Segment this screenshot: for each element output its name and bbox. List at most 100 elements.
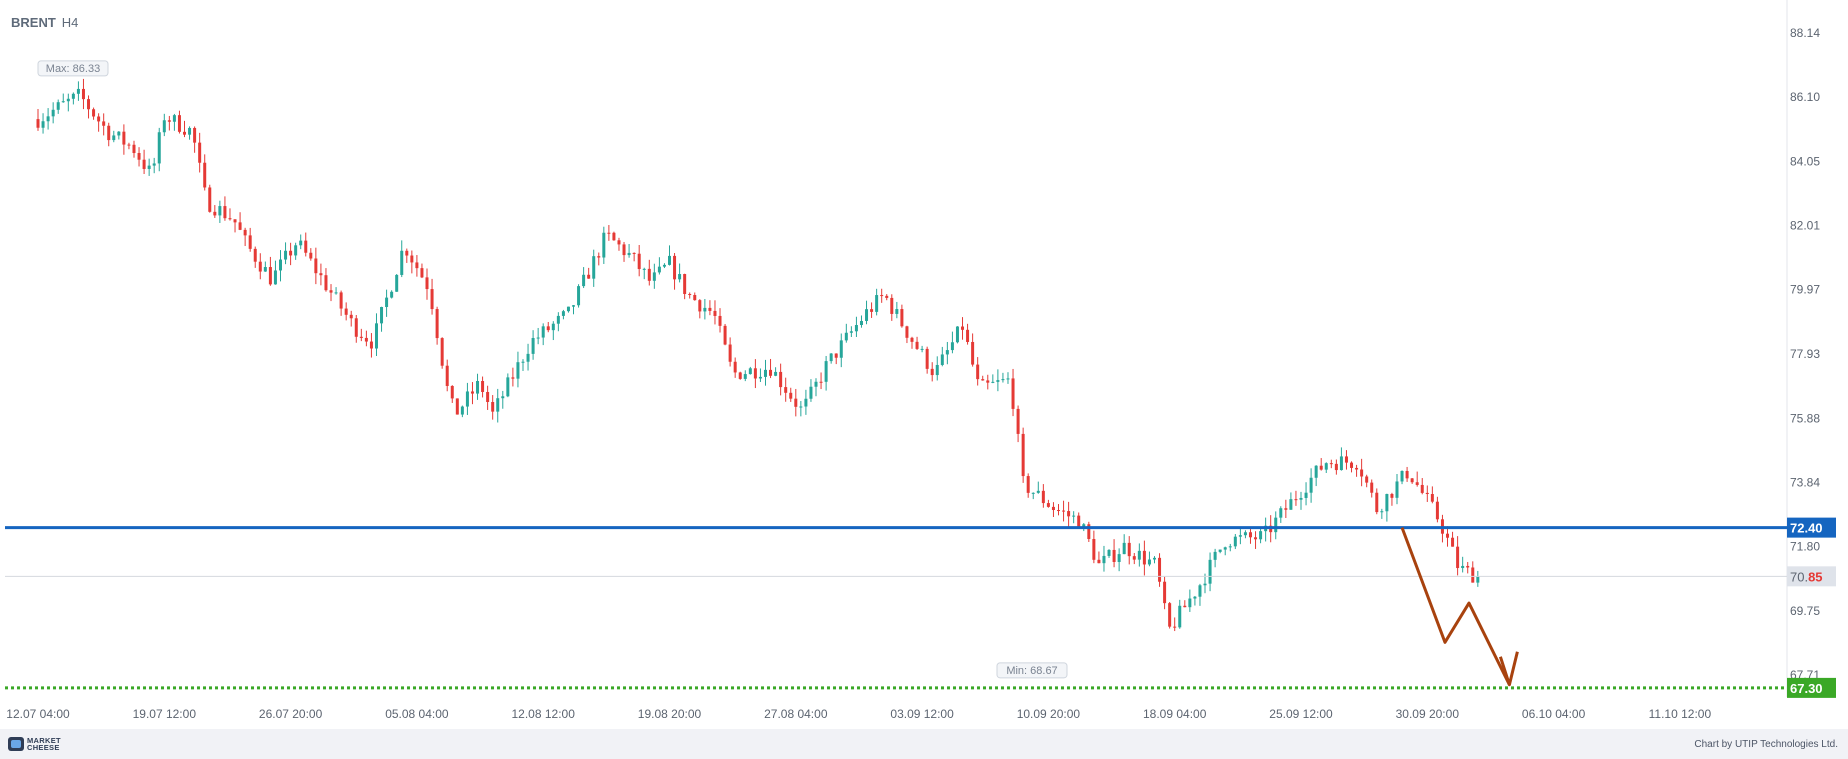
candle-body (476, 381, 480, 394)
candle-body (1405, 470, 1409, 479)
candle-body (1380, 511, 1384, 513)
candle-body (1461, 565, 1465, 569)
candle-body (248, 235, 252, 249)
y-tick-label: 82.01 (1790, 219, 1820, 233)
candle-body (183, 131, 187, 135)
candle-body (536, 337, 540, 339)
y-tick-label: 71.80 (1790, 539, 1820, 553)
price-axis: 88.14 86.10 84.05 82.01 79.97 77.93 75.88 73.84… (1790, 26, 1820, 682)
candle-body (324, 275, 328, 291)
candle-body (839, 340, 843, 358)
candle-body (1062, 510, 1066, 512)
candle-body (465, 391, 469, 407)
candle-body (587, 274, 591, 279)
candle-body (1072, 515, 1076, 517)
candle-body (1067, 511, 1071, 517)
candle-body (698, 300, 702, 312)
candle-body (1430, 494, 1434, 502)
candle-body (107, 125, 111, 141)
candle-body (430, 289, 434, 310)
max-price-label: Max: 86.33 (46, 63, 100, 75)
candle-body (470, 391, 474, 394)
candle-body (97, 116, 101, 122)
candle-body (1006, 378, 1010, 380)
candle-body (551, 323, 555, 331)
candle-body (910, 337, 914, 342)
candle-body (1041, 490, 1045, 504)
candle-body (1137, 550, 1141, 560)
logo-icon (8, 737, 24, 751)
price-chart[interactable]: 88.14 86.10 84.05 82.01 79.97 77.93 75.88 73.84… (0, 0, 1848, 729)
candle-body (1410, 478, 1414, 483)
candle-body (71, 93, 75, 99)
candle-body (142, 159, 146, 169)
candle-body (1254, 537, 1258, 540)
candle-body (152, 163, 156, 166)
candle-body (177, 115, 181, 132)
candle-body (1127, 542, 1131, 557)
candle-body (703, 307, 707, 312)
candle-body (314, 258, 318, 274)
candle-body (1031, 492, 1035, 494)
candle-body (1117, 554, 1121, 562)
candle-body (395, 274, 399, 292)
candle-body (1188, 598, 1192, 608)
candle-body (753, 368, 757, 379)
candle-body (1051, 506, 1055, 511)
candle-body (758, 376, 762, 379)
candle-body (566, 306, 570, 312)
candle-body (61, 101, 65, 103)
min-price-label: Min: 68.67 (1006, 665, 1057, 677)
candle-body (1324, 463, 1328, 470)
candle-body (602, 232, 606, 258)
candle-body (420, 268, 424, 278)
candle-body (162, 120, 166, 133)
candle-body (1036, 490, 1040, 493)
candle-body (1400, 470, 1404, 482)
x-tick-label: 06.10 04:00 (1522, 707, 1586, 721)
candle-body (814, 381, 818, 387)
candle-body (445, 365, 449, 386)
candle-body (319, 273, 323, 276)
candle-body (36, 119, 40, 128)
target-price-label: 67.30 (1790, 681, 1823, 696)
candle-body (506, 377, 510, 397)
candle-body (794, 398, 798, 407)
candle-body (1132, 556, 1136, 560)
candle-body (339, 292, 343, 309)
candle-body (1228, 546, 1232, 548)
candle-body (243, 229, 247, 236)
candle-body (1435, 501, 1439, 520)
candle-body (1284, 508, 1288, 510)
x-tick-label: 05.08 04:00 (385, 707, 449, 721)
candle-body (203, 162, 207, 188)
x-tick-label: 19.07 12:00 (133, 707, 197, 721)
candle-body (526, 353, 530, 362)
candle-body (1092, 538, 1096, 560)
candle-body (92, 109, 96, 117)
candle-body (849, 331, 853, 333)
x-tick-label: 27.08 04:00 (764, 707, 828, 721)
support-price-label: 72.40 (1790, 521, 1823, 536)
candle-body (228, 218, 232, 220)
candle-body (1046, 503, 1050, 507)
candle-body (955, 326, 959, 343)
x-tick-label: 30.09 20:00 (1396, 707, 1460, 721)
candle-body (481, 381, 485, 392)
candle-body (1304, 492, 1308, 498)
candle-body (577, 286, 581, 306)
candle-body (1107, 549, 1111, 556)
candle-body (708, 307, 712, 311)
y-tick-label: 69.75 (1790, 604, 1820, 618)
x-tick-label: 18.09 04:00 (1143, 707, 1207, 721)
candle-body (859, 320, 863, 326)
candle-body (829, 353, 833, 362)
candle-body (1112, 549, 1116, 562)
candle-body (329, 290, 333, 293)
candle-body (854, 325, 858, 332)
candle-body (723, 325, 727, 345)
candle-body (799, 406, 803, 408)
candle-body (385, 297, 389, 308)
candle-body (662, 264, 666, 267)
candle-body (41, 121, 45, 128)
